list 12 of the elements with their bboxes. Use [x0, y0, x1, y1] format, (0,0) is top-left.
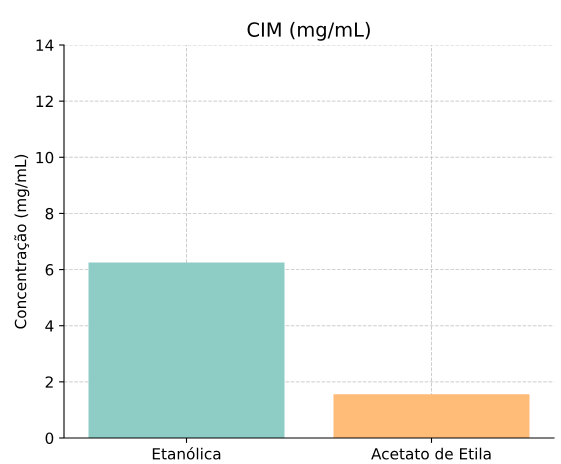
- y-tick-label: 8: [46, 208, 54, 220]
- y-tick-label: 10: [36, 152, 54, 164]
- y-tick-label: 0: [46, 432, 54, 444]
- y-tick-label: 2: [46, 376, 53, 388]
- y-tick-label: 6: [46, 264, 54, 276]
- x-tick-label: Acetato de Etila: [371, 448, 491, 460]
- y-axis-title: Concentração (mg/mL): [14, 154, 30, 329]
- x-tick-label: Etanólica: [152, 447, 220, 460]
- chart-title: CIM (mg/mL): [248, 22, 370, 41]
- y-tick-label: 4: [45, 320, 54, 332]
- y-tick-label: 14: [36, 40, 54, 51]
- y-tick-label: 12: [36, 96, 53, 107]
